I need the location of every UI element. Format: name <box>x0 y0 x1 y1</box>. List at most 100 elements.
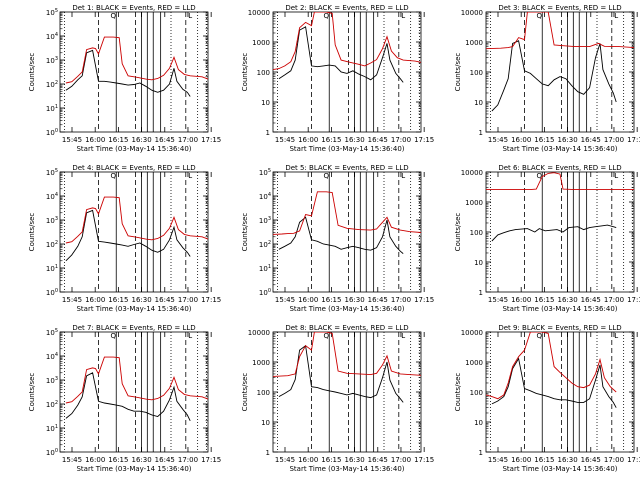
y-tick-label: 100 <box>257 69 270 77</box>
x-tick-label: 17:00 <box>178 296 198 304</box>
series-events-line <box>278 344 404 403</box>
x-axis-label: Start Time (03-May-14 15:36:40) <box>289 305 404 313</box>
x-tick-label: 17:00 <box>178 136 198 144</box>
y-tick-label: 101 <box>259 264 271 273</box>
series-events-line <box>491 224 617 242</box>
series-events-line <box>65 209 191 262</box>
x-tick-label: 15:45 <box>62 136 82 144</box>
marker-label-l: L <box>401 12 405 20</box>
y-tick-label: 100 <box>46 288 58 297</box>
panel-title: Det 9: BLACK = Events, RED = LLD <box>498 324 621 332</box>
series-lld-line <box>65 196 208 244</box>
y-tick-label: 10000 <box>248 9 270 17</box>
y-tick-label: 100 <box>46 128 58 137</box>
marker-label-l: L <box>614 332 618 340</box>
y-axis-label: Counts/sec <box>28 53 36 92</box>
x-tick-label: 15:45 <box>62 456 82 464</box>
marker-label-l: L <box>401 332 405 340</box>
x-tick-label: 16:30 <box>131 296 151 304</box>
plot-frame <box>59 11 209 133</box>
x-tick-label: 16:00 <box>511 296 531 304</box>
x-tick-label: 16:45 <box>368 456 388 464</box>
x-tick-label: 17:00 <box>604 296 624 304</box>
panel-title: Det 8: BLACK = Events, RED = LLD <box>285 324 408 332</box>
series-lld-line <box>273 12 421 71</box>
x-tick-label: 16:45 <box>368 296 388 304</box>
x-tick-label: 16:30 <box>557 136 577 144</box>
x-tick-label: 17:15 <box>627 136 640 144</box>
x-tick-label: 17:00 <box>604 456 624 464</box>
series-lld-line <box>486 172 634 191</box>
x-axis-label: Start Time (03-May-14 15:36:40) <box>502 145 617 153</box>
x-tick-label: 17:15 <box>414 456 434 464</box>
marker-label-q: Q <box>111 172 117 180</box>
x-tick-label: 15:45 <box>488 296 508 304</box>
x-tick-label: 16:30 <box>344 136 364 144</box>
x-tick-label: 15:45 <box>275 136 295 144</box>
x-tick-label: 16:45 <box>155 296 175 304</box>
y-tick-label: 101 <box>46 264 58 273</box>
y-tick-label: 102 <box>46 80 58 89</box>
y-tick-label: 10000 <box>461 329 483 337</box>
x-tick-label: 16:30 <box>557 296 577 304</box>
x-tick-label: 16:15 <box>534 296 554 304</box>
x-axis-label: Start Time (03-May-14 15:36:40) <box>76 305 191 313</box>
series-lld-line <box>486 12 634 50</box>
x-tick-label: 17:15 <box>627 456 640 464</box>
panel-det-8: Det 8: BLACK = Events, RED = LLD 1 10 100 10… <box>241 324 434 473</box>
x-tick-label: 16:45 <box>581 456 601 464</box>
marker-label-q: Q <box>537 12 543 20</box>
y-tick-label: 104 <box>46 32 58 41</box>
y-tick-label: 10 <box>474 99 483 107</box>
y-tick-label: 101 <box>46 104 58 113</box>
x-tick-label: 17:15 <box>627 296 640 304</box>
y-axis-label: Counts/sec <box>241 213 249 252</box>
x-tick-label: 16:00 <box>85 136 105 144</box>
x-tick-label: 15:45 <box>275 296 295 304</box>
x-tick-label: 16:15 <box>321 136 341 144</box>
y-tick-label: 10 <box>261 99 270 107</box>
y-tick-label: 1000 <box>252 39 270 47</box>
x-tick-label: 15:45 <box>488 136 508 144</box>
x-tick-label: 16:30 <box>557 456 577 464</box>
y-tick-label: 10000 <box>461 9 483 17</box>
y-tick-label: 1000 <box>465 39 483 47</box>
panel-title: Det 5: BLACK = Events, RED = LLD <box>285 164 408 172</box>
x-tick-label: 16:00 <box>298 136 318 144</box>
y-tick-label: 100 <box>470 229 483 237</box>
x-tick-label: 16:15 <box>108 136 128 144</box>
x-axis-label: Start Time (03-May-14 15:36:40) <box>502 465 617 473</box>
marker-label-q: Q <box>111 12 117 20</box>
x-tick-label: 16:00 <box>298 456 318 464</box>
y-axis-label: Counts/sec <box>454 213 462 252</box>
panel-title: Det 4: BLACK = Events, RED = LLD <box>72 164 195 172</box>
y-tick-label: 103 <box>259 216 271 225</box>
x-tick-label: 16:15 <box>321 296 341 304</box>
y-tick-label: 10000 <box>248 329 270 337</box>
panel-det-4: Det 4: BLACK = Events, RED = LLD 100 101 10… <box>28 164 221 313</box>
panel-title: Det 6: BLACK = Events, RED = LLD <box>498 164 621 172</box>
y-tick-label: 104 <box>46 352 58 361</box>
panel-title: Det 1: BLACK = Events, RED = LLD <box>72 4 195 12</box>
x-tick-label: 16:00 <box>511 456 531 464</box>
x-tick-label: 16:30 <box>344 456 364 464</box>
x-axis-label: Start Time (03-May-14 15:36:40) <box>76 465 191 473</box>
x-axis-label: Start Time (03-May-14 15:36:40) <box>76 145 191 153</box>
x-tick-label: 17:00 <box>178 456 198 464</box>
x-tick-label: 17:00 <box>391 296 411 304</box>
y-tick-label: 103 <box>46 56 58 65</box>
series-lld-line <box>486 332 617 400</box>
series-events-line <box>491 357 617 408</box>
y-tick-label: 105 <box>46 8 58 17</box>
y-tick-label: 101 <box>46 424 58 433</box>
x-tick-label: 17:15 <box>201 296 221 304</box>
x-tick-label: 16:45 <box>155 136 175 144</box>
y-axis-label: Counts/sec <box>454 373 462 412</box>
plot-frame <box>59 171 209 293</box>
panel-det-7: Det 7: BLACK = Events, RED = LLD 100 101 10… <box>28 324 221 473</box>
y-tick-label: 103 <box>46 216 58 225</box>
x-tick-label: 16:15 <box>108 296 128 304</box>
x-tick-label: 16:00 <box>511 136 531 144</box>
x-axis-label: Start Time (03-May-14 15:36:40) <box>289 465 404 473</box>
